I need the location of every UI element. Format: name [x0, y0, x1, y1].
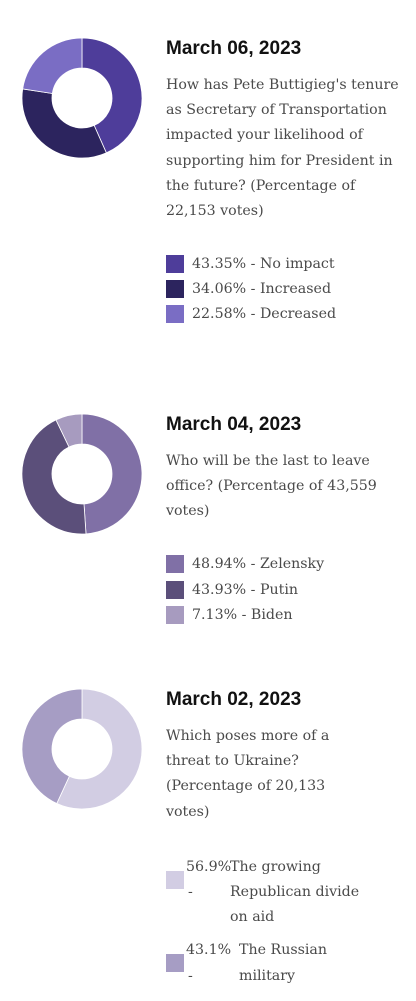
donut-chart	[21, 37, 143, 159]
donut-slice-2	[21, 88, 107, 159]
legend-label: No impact	[259, 255, 335, 272]
legend-item: 43.93% - Putin	[166, 577, 406, 602]
legend-item: 7.13% - Biden	[166, 602, 406, 627]
legend-label: Biden	[250, 606, 293, 623]
legend-item: 22.58% - Decreased	[166, 302, 406, 327]
donut-slice-1	[81, 413, 143, 535]
donut-slice-2	[21, 688, 83, 804]
poll-question: Which poses more of a threat to Ukraine?…	[166, 728, 330, 820]
poll-question: How has Pete Buttigieg's tenure as Secre…	[166, 77, 399, 220]
legend-value: 22.58%	[192, 306, 247, 323]
legend-value: 43.35%	[192, 255, 247, 272]
legend-label: The growing Republican divide on aid	[230, 858, 360, 926]
legend-swatch	[166, 254, 184, 273]
legend: 43.35% - No impact 34.06% - Increased 22…	[166, 251, 406, 327]
legend-label: Zelensky	[259, 556, 325, 573]
legend-label: Putin	[259, 581, 298, 598]
legend-item: 43.1% - The Russian military	[166, 938, 406, 988]
poll-date: March 04, 2023	[166, 414, 302, 435]
legend-separator: -	[188, 884, 193, 901]
donut-slice-1	[81, 37, 143, 154]
legend-value-col: 56.9% -	[186, 855, 232, 905]
legend-item: 48.94% - Zelensky	[166, 552, 406, 577]
legend-value-col: 43.1% -	[186, 938, 232, 988]
donut-chart	[21, 688, 143, 810]
legend: 56.9% - The growing Republican divide on…	[166, 855, 406, 989]
legend-swatch	[166, 605, 184, 624]
poll-info: March 06, 2023 How has Pete Buttigieg's …	[166, 37, 406, 327]
legend-swatch	[166, 870, 184, 889]
legend-value: 43.1%	[186, 942, 232, 959]
donut-slice-3	[55, 413, 83, 448]
legend-item: 34.06% - Increased	[166, 277, 406, 302]
legend-label: The Russian military	[239, 942, 328, 984]
legend-value: 7.13%	[192, 606, 238, 623]
legend-swatch	[166, 280, 184, 299]
donut-chart	[21, 413, 143, 535]
poll-date: March 06, 2023	[166, 38, 302, 59]
legend-item: 43.35% - No impact	[166, 251, 406, 276]
donut-slice-1	[56, 688, 143, 810]
legend-value: 43.93%	[192, 581, 247, 598]
donut-slice-2	[21, 419, 87, 535]
legend-separator: -	[188, 967, 193, 984]
legend-swatch	[166, 580, 184, 599]
legend-value: 56.9%	[186, 858, 232, 875]
poll-info: March 02, 2023 Which poses more of a thr…	[166, 688, 406, 997]
legend-label: Decreased	[259, 306, 337, 323]
poll-info: March 04, 2023 Who will be the last to l…	[166, 413, 406, 628]
donut-slice-3	[22, 37, 83, 94]
legend-label: Increased	[259, 281, 332, 298]
legend-value: 48.94%	[192, 556, 247, 573]
legend-value: 34.06%	[192, 281, 247, 298]
legend-swatch	[166, 305, 184, 324]
legend: 48.94% - Zelensky 43.93% - Putin 7.13% -…	[166, 552, 406, 628]
legend-swatch	[166, 954, 184, 973]
legend-item: 56.9% - The growing Republican divide on…	[166, 855, 406, 931]
poll-date: March 02, 2023	[166, 689, 302, 710]
legend-swatch	[166, 555, 184, 574]
poll-question: Who will be the last to leave office? (P…	[166, 453, 377, 520]
